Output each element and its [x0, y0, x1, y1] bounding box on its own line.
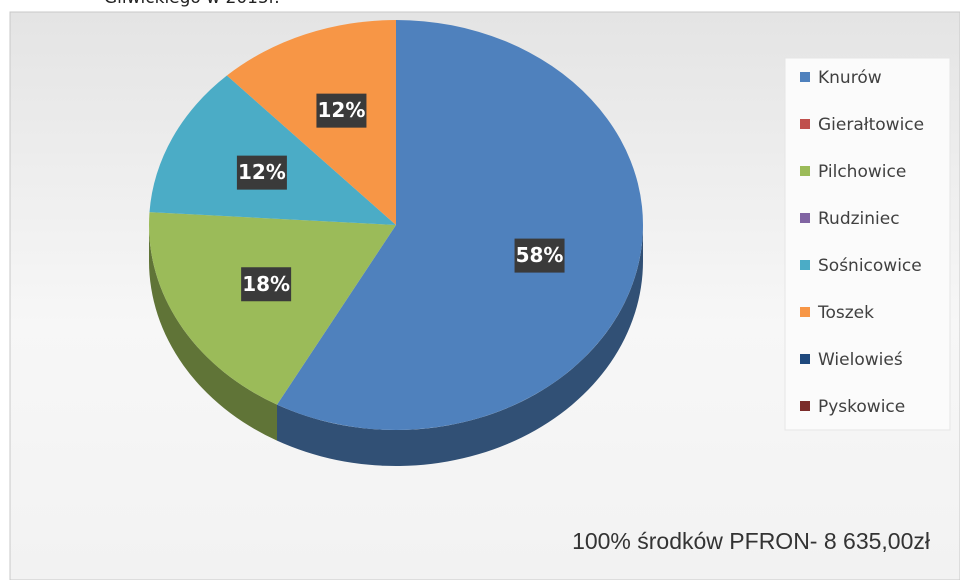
legend-label: Pyskowice: [818, 397, 905, 417]
pie-labels: 58% 18% 12% 12%: [236, 93, 565, 302]
data-label-box: [514, 238, 565, 273]
annotation: 100% środków PFRON- 8 635,00zł: [572, 528, 930, 554]
slice: [226, 20, 396, 225]
legend-swatch: [800, 166, 810, 176]
data-label: 12%: [238, 160, 286, 184]
slice: [277, 20, 643, 430]
legend-swatch: [800, 119, 810, 129]
data-label: 58%: [516, 243, 564, 267]
legend-label: Wielowieś: [818, 350, 903, 370]
pie-tops: [149, 20, 643, 430]
legend-box: [784, 57, 951, 431]
legend-swatch: [800, 307, 810, 317]
header-text: Gliwickiego w 2015r.: [104, 0, 280, 8]
data-label: 12%: [318, 98, 366, 122]
legend-label: Knurów: [818, 68, 882, 88]
data-label-box: [236, 155, 287, 190]
legend-label: Sośnicowice: [818, 256, 922, 276]
legend-label: Toszek: [817, 303, 874, 323]
data-label: 18%: [242, 272, 290, 296]
slice: [149, 212, 396, 405]
legend-label: Gierałtowice: [818, 115, 924, 135]
legend-swatch: [800, 260, 810, 270]
legend-swatch: [800, 401, 810, 411]
legend-label: Rudziniec: [818, 209, 900, 229]
slice-side: [277, 225, 643, 467]
legend: Knurów Gierałtowice Pilchowice Rudziniec Soś…: [800, 68, 924, 417]
legend-swatch: [800, 72, 810, 82]
slice: [149, 75, 396, 225]
data-label-box: [241, 267, 292, 302]
data-label-box: [316, 93, 367, 128]
legend-swatch: [800, 354, 810, 364]
pie-sides: [149, 225, 643, 467]
legend-swatch: [800, 213, 810, 223]
slice-side: [149, 225, 278, 441]
legend-label: Pilchowice: [818, 162, 906, 182]
